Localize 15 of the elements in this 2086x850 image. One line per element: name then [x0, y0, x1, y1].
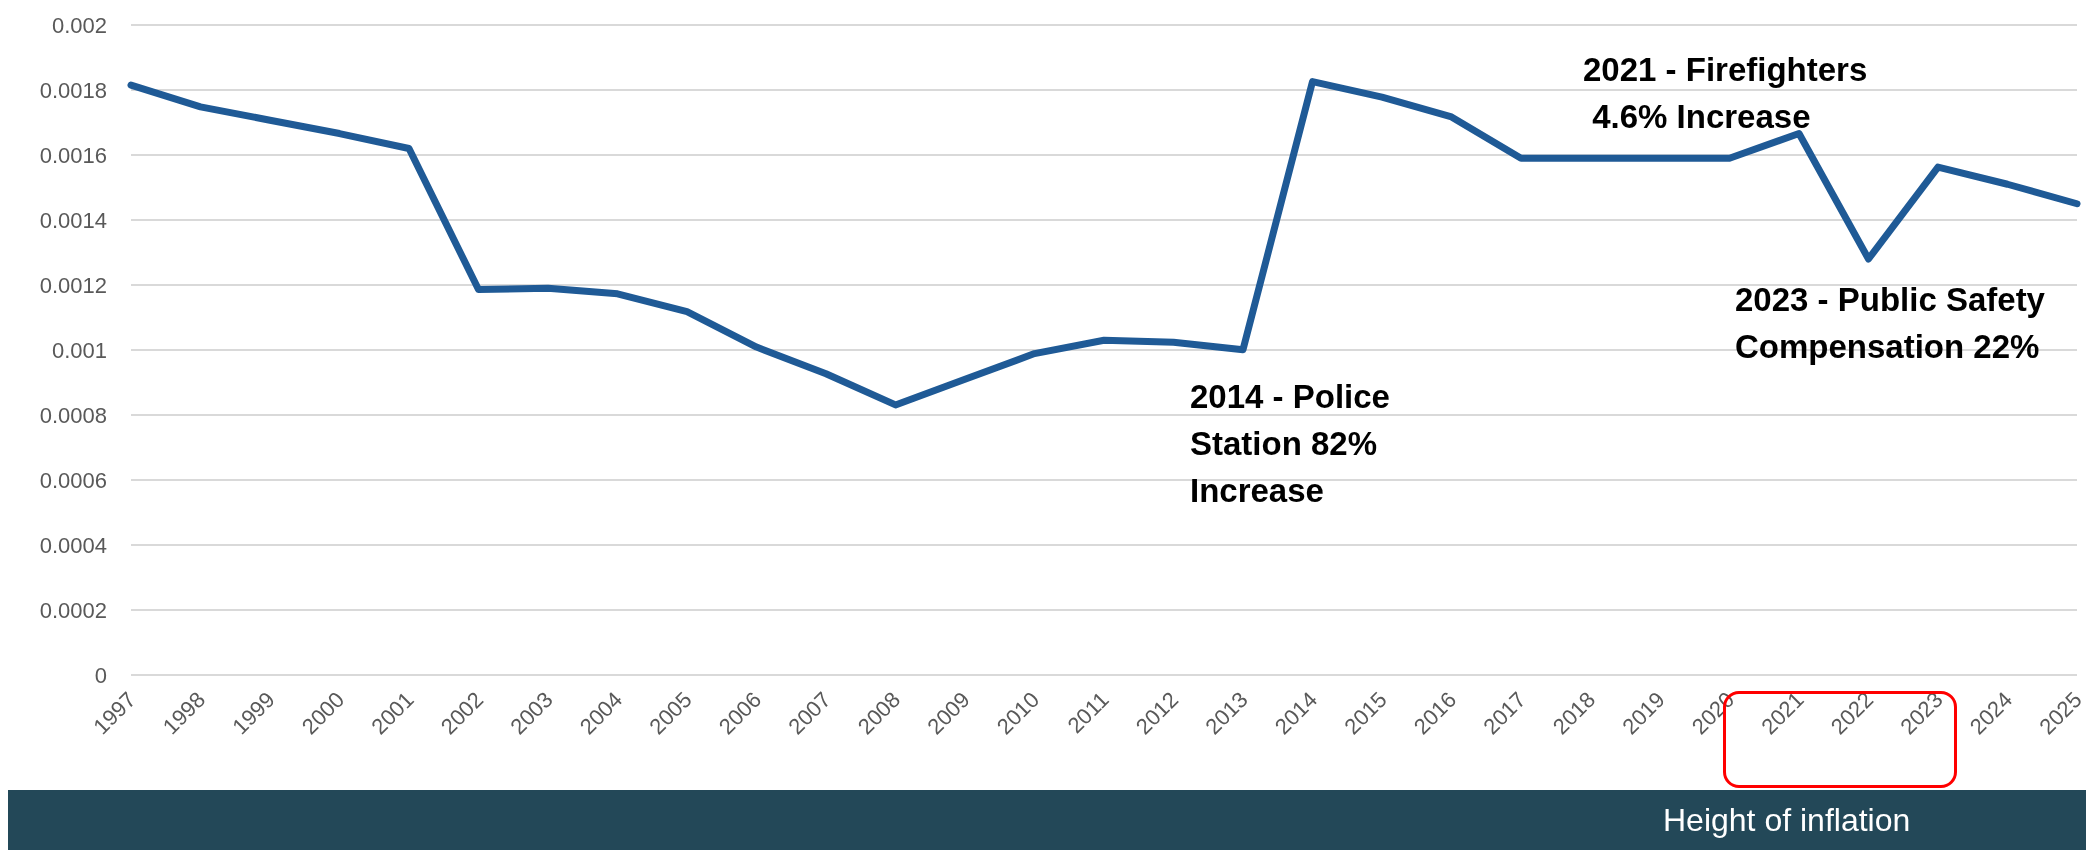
- y-tick-label: 0.0002: [39, 597, 107, 623]
- y-tick-label: 0.0012: [39, 272, 107, 298]
- annotation: 2023 - Public Safety Compensation 22%: [1735, 280, 2045, 367]
- y-tick-label: 0.0008: [39, 402, 107, 428]
- annotation: 2014 - Police Station 82% Increase: [1190, 377, 1390, 511]
- y-tick-label: 0.002: [51, 12, 107, 38]
- y-tick-label: 0: [94, 662, 107, 688]
- y-tick-label: 0.0004: [39, 532, 107, 558]
- y-tick-label: 0.0014: [39, 207, 107, 233]
- y-tick-label: 0.0018: [39, 77, 107, 103]
- text: Height of inflation: [1663, 801, 1911, 840]
- y-tick-label: 0.0016: [39, 142, 107, 168]
- annotation: 2021 - Firefighters 4.6% Increase: [1583, 50, 1868, 137]
- y-tick-label: 0.001: [51, 337, 107, 363]
- y-tick-label: 0.0006: [39, 467, 107, 493]
